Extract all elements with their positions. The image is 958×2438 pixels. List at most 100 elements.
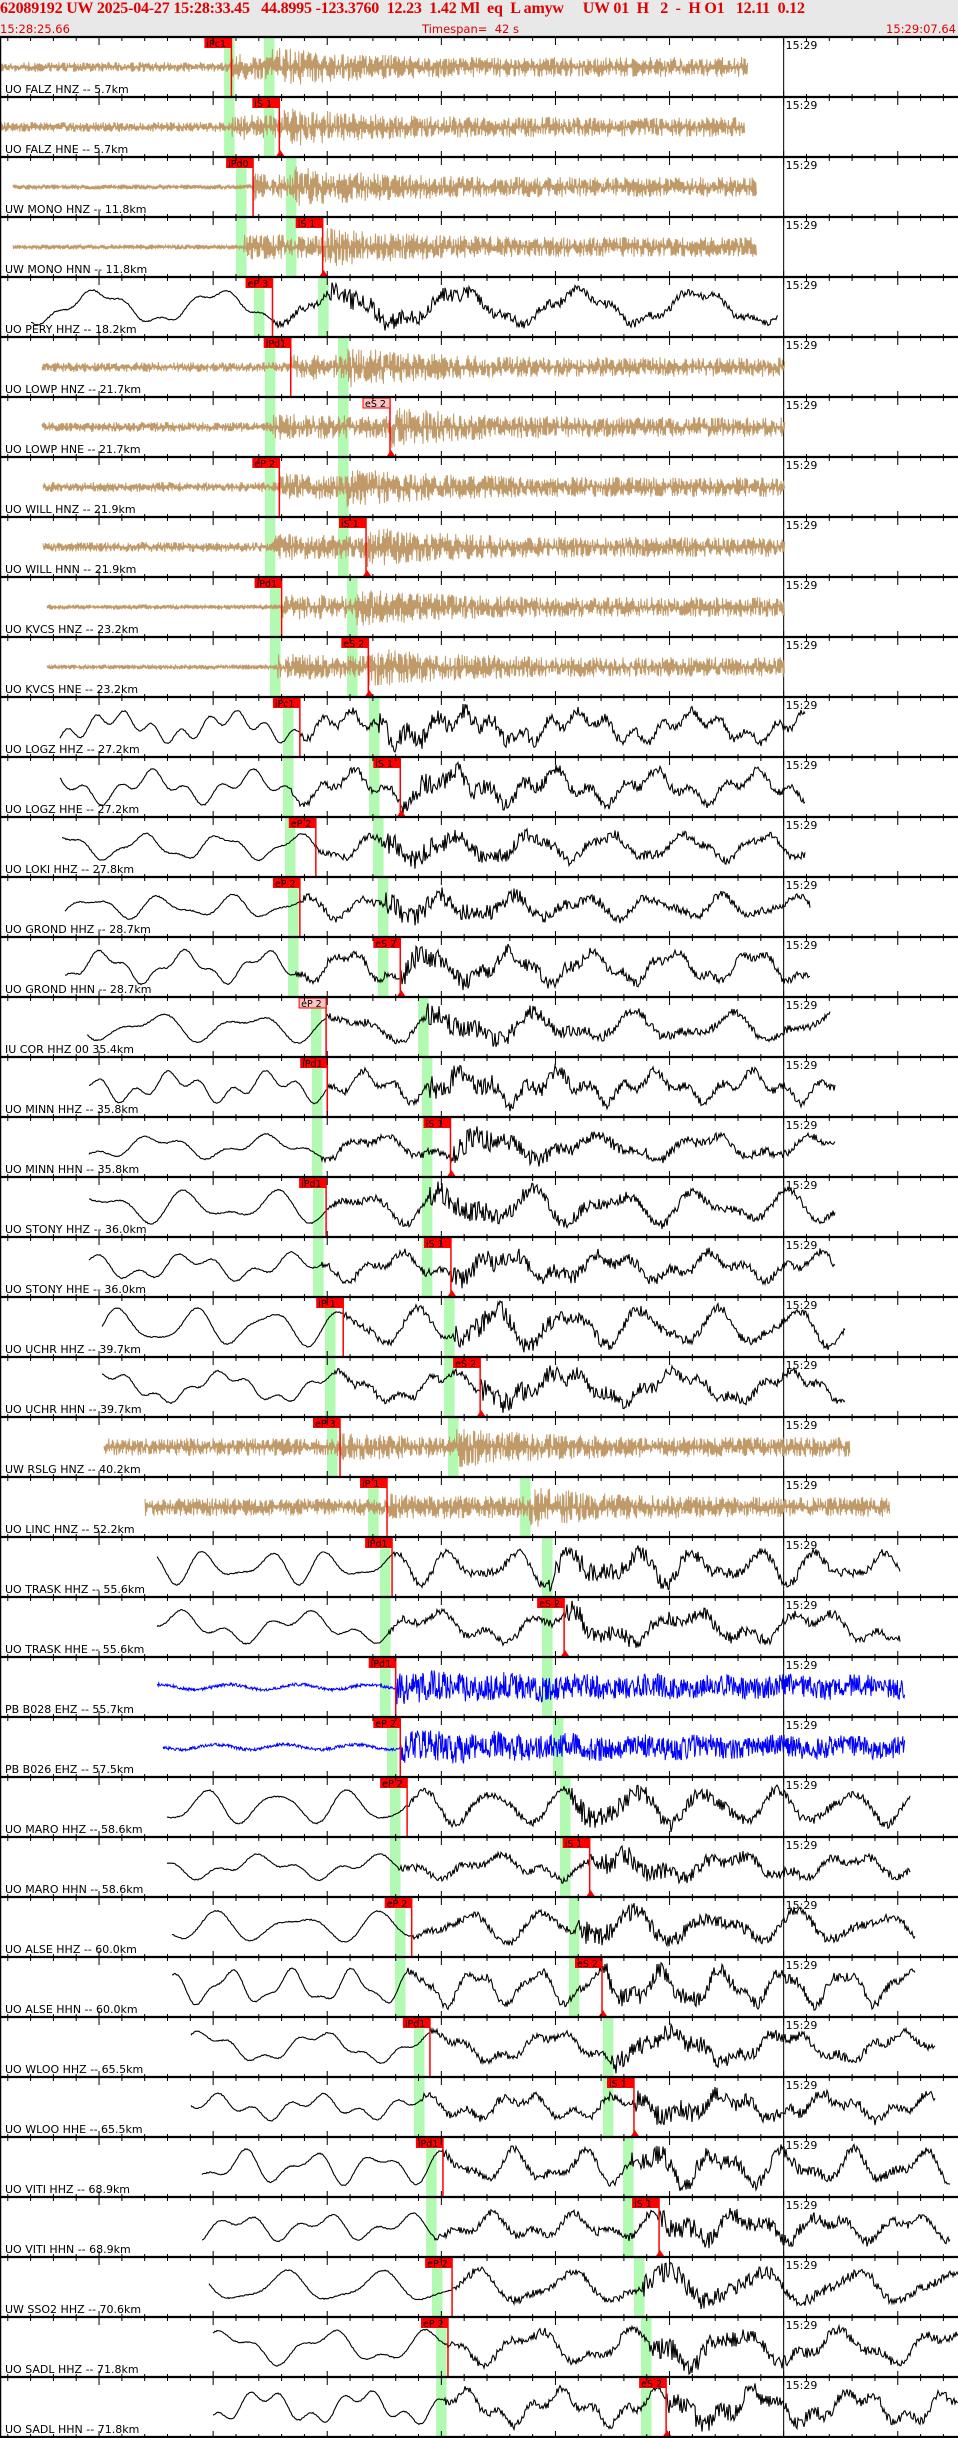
pick-flag[interactable] xyxy=(423,1118,451,1128)
pick-flag[interactable] xyxy=(384,1898,412,1908)
station-label: UW SSO2 HHZ -- 70.6km xyxy=(5,2303,141,2316)
trace-row: 15:29 eP 2 UW SSO2 HHZ -- 70.6km xyxy=(5,2257,958,2317)
pick-flag[interactable] xyxy=(316,1298,344,1308)
pick-flag[interactable] xyxy=(607,2078,634,2088)
pick-flag[interactable] xyxy=(562,1838,590,1848)
pick-flag[interactable] xyxy=(421,2318,448,2328)
pick-flag[interactable] xyxy=(341,638,369,648)
pick-label: iPd1 xyxy=(302,1059,322,1070)
pick-flag[interactable] xyxy=(575,1958,602,1968)
waveform-tan xyxy=(42,528,786,568)
pick-flag[interactable] xyxy=(339,518,366,528)
waveform-black xyxy=(102,1364,846,1413)
minute-label: 15:29 xyxy=(786,2259,818,2272)
station-label: UO LOGZ HHE -- 27.2km xyxy=(5,803,139,816)
s-window-band xyxy=(421,1118,433,1176)
time-axis-separator xyxy=(0,2191,958,2205)
p-window-band xyxy=(426,2138,437,2196)
pick-flag[interactable] xyxy=(425,2258,453,2268)
pick-flag[interactable] xyxy=(423,1238,451,1248)
pick-flag[interactable] xyxy=(537,1598,565,1608)
minute-label: 15:29 xyxy=(786,2079,818,2092)
pick-flag[interactable] xyxy=(313,1418,340,1428)
pick-flag[interactable] xyxy=(272,698,300,708)
trace-row: 15:29 iPd1 UO KVCS HNZ -- 23.2km xyxy=(5,577,817,637)
s-pick-triangle-icon xyxy=(656,2250,665,2256)
minute-label: 15:29 xyxy=(786,339,818,352)
trace-row: 15:29 eS 2 UO LOWP HNE -- 21.7km xyxy=(5,397,817,457)
pick-flag[interactable] xyxy=(373,1718,401,1728)
pick-flag[interactable] xyxy=(639,2378,667,2388)
event-header: 62089192 UW 2025-04-27 15:28:33.45 44.89… xyxy=(0,0,958,37)
pick-flag[interactable] xyxy=(288,818,316,828)
pick-flag[interactable] xyxy=(402,2018,430,2028)
pick-flag[interactable] xyxy=(252,98,280,108)
minute-label: 15:29 xyxy=(786,1719,818,1732)
station-label: UO UCHR HHN -- 39.7km xyxy=(5,1403,142,1416)
station-label: UO WLOO HHZ -- 65.5km xyxy=(5,2063,143,2076)
station-label: UO STONY HHZ -- 36.0km xyxy=(5,1223,147,1236)
trace-row: 15:29 iS 1 UO LOGZ HHE -- 27.2km xyxy=(5,757,817,817)
pick-flag[interactable] xyxy=(245,278,273,288)
pick-label: eP 2 xyxy=(387,1899,408,1910)
trace-row: 15:29 eS 2 UO TRASK HHE -- 55.6km xyxy=(5,1597,901,1657)
s-window-band xyxy=(641,2378,652,2436)
pick-flag[interactable] xyxy=(299,1178,327,1188)
station-label: UO LOGZ HHZ -- 27.2km xyxy=(5,743,140,756)
pick-flag[interactable] xyxy=(365,1538,393,1548)
station-label: UO MINN HHN -- 35.8km xyxy=(5,1163,139,1176)
pick-flag[interactable] xyxy=(632,2198,660,2208)
waveform-black xyxy=(88,1126,836,1167)
p-window-band xyxy=(380,1598,391,1656)
s-window-band xyxy=(542,1538,553,1596)
pick-flag[interactable] xyxy=(272,878,300,888)
pick-flag[interactable] xyxy=(380,1778,408,1788)
minute-label: 15:29 xyxy=(786,2019,818,2032)
waveform-black xyxy=(156,1600,901,1648)
time-axis-separator xyxy=(0,2311,958,2325)
pick-flag[interactable] xyxy=(300,1058,328,1068)
pick-label: iS 1 xyxy=(254,99,272,110)
time-axis-separator xyxy=(0,1111,958,1125)
pick-flag[interactable] xyxy=(360,1478,387,1488)
p-window-band xyxy=(426,2198,437,2256)
waveform-tan xyxy=(103,1429,851,1468)
pick-label: iS 1 xyxy=(634,2199,652,2210)
pick-label: eP 2 xyxy=(275,879,296,890)
time-axis-separator xyxy=(0,151,958,165)
pick-flag[interactable] xyxy=(254,578,282,588)
waveform-tan xyxy=(144,1487,891,1527)
pick-flag[interactable] xyxy=(226,158,254,168)
trace-row: 15:29 iPd1 UO VITI HHZ -- 68.9km xyxy=(5,2137,951,2197)
pick-label: eP 2 xyxy=(382,1779,403,1790)
pick-flag[interactable] xyxy=(373,938,401,948)
station-label: UO KVCS HNE -- 23.2km xyxy=(5,683,138,696)
station-label: UO KVCS HNZ -- 23.2km xyxy=(5,623,139,636)
minute-label: 15:29 xyxy=(786,1959,818,1972)
pick-flag[interactable] xyxy=(204,38,232,48)
trace-row: 15:29 eP 2 IU COR HHZ 00 35.4km xyxy=(5,997,831,1057)
pick-flag[interactable] xyxy=(415,2138,443,2148)
pick-label: iS 1 xyxy=(341,519,359,530)
waveform-black xyxy=(212,2323,958,2376)
pick-flag[interactable] xyxy=(373,758,401,768)
time-axis-separator xyxy=(0,1231,958,1245)
s-pick-triangle-icon xyxy=(599,2010,608,2016)
trace-row: 15:29 iPd1 UO TRASK HHZ -- 55.6km xyxy=(5,1537,901,1597)
waveform-black xyxy=(88,1181,836,1230)
pick-flag[interactable] xyxy=(295,218,323,228)
trace-row: 15:29 iS 1 UO STONY HHE -- 36.0km xyxy=(5,1237,836,1297)
station-label: UO MINN HHZ -- 35.8km xyxy=(5,1103,138,1116)
pick-flag[interactable] xyxy=(368,1658,396,1668)
trace-row: 15:29 iPd1 PB B028 EHZ -- 55.7km xyxy=(5,1657,906,1717)
p-window-band xyxy=(432,2258,443,2316)
time-axis-separator xyxy=(0,1411,958,1425)
trace-row: 15:29 iS 1 UO VITI HHN -- 68.9km xyxy=(5,2197,951,2257)
pick-flag[interactable] xyxy=(453,1358,481,1368)
pick-flag[interactable] xyxy=(252,458,280,468)
minute-label: 15:29 xyxy=(786,1059,818,1072)
waveform-tan xyxy=(41,407,786,448)
pick-flag[interactable] xyxy=(263,338,291,348)
p-window-band xyxy=(312,1118,323,1176)
p-window-band xyxy=(414,2078,425,2136)
